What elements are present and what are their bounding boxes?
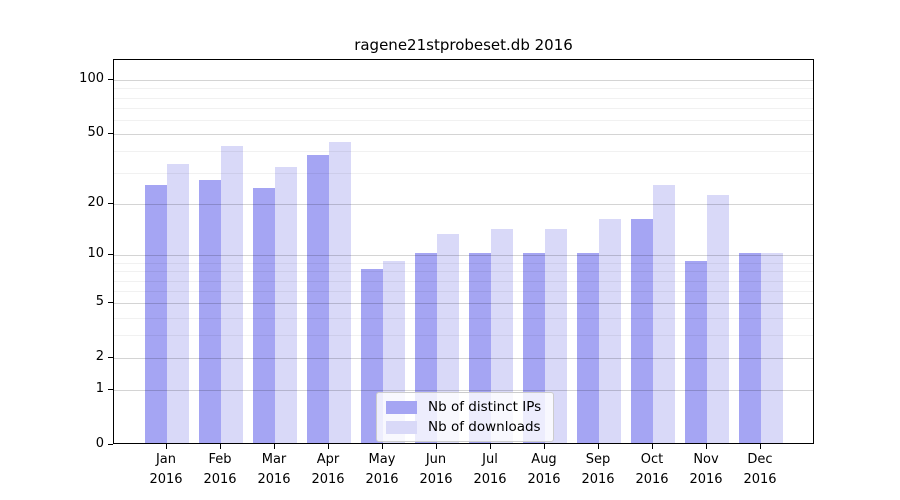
bar-downloads-jun	[437, 234, 459, 443]
bar-distinct-ips-mar	[253, 188, 275, 443]
x-tick-label-jul: Jul 2016	[473, 452, 507, 487]
bar-distinct-ips-nov	[685, 260, 707, 443]
gridline-9	[114, 262, 813, 264]
y-tick-50	[108, 133, 113, 134]
plot-area: Nb of distinct IPs Nb of downloads	[113, 59, 814, 444]
gridline-4	[114, 317, 813, 319]
gridline-90	[114, 88, 813, 90]
y-tick-0	[108, 444, 113, 445]
y-tick-1	[108, 389, 113, 391]
bar-distinct-ips-sep	[577, 253, 599, 443]
x-tick-apr	[328, 444, 329, 449]
x-tick-oct	[652, 444, 653, 449]
x-tick-jul	[490, 444, 491, 449]
bar-downloads-feb	[221, 145, 243, 443]
legend-label-downloads: Nb of downloads	[428, 419, 541, 435]
y-tick-label-2: 2	[95, 349, 104, 365]
legend-swatch-downloads	[386, 420, 417, 434]
chart-title: ragene21stprobeset.db 2016	[354, 36, 573, 54]
bar-distinct-ips-feb	[199, 179, 221, 443]
legend-label-distinct-ips: Nb of distinct IPs	[428, 399, 542, 415]
x-tick-label-apr: Apr 2016	[311, 452, 345, 487]
x-tick-label-aug: Aug 2016	[527, 452, 561, 487]
x-tick-aug	[544, 444, 545, 449]
y-tick-label-10: 10	[87, 246, 104, 262]
gridline-10	[114, 255, 813, 257]
gridline-60	[114, 119, 813, 121]
x-tick-label-mar: Mar 2016	[257, 452, 291, 487]
bar-downloads-jan	[167, 164, 189, 443]
gridline-40	[114, 151, 813, 153]
gridline-100	[114, 80, 813, 81]
x-tick-label-feb: Feb 2016	[203, 452, 237, 487]
bar-distinct-ips-apr	[307, 155, 329, 443]
y-tick-2	[108, 357, 113, 359]
gridline-30	[114, 173, 813, 175]
y-tick-5	[108, 302, 113, 304]
bar-downloads-nov	[707, 195, 729, 443]
gridline-6	[114, 291, 813, 293]
x-tick-mar	[274, 444, 275, 449]
bar-distinct-ips-jan	[145, 185, 167, 443]
gridline-50	[114, 134, 813, 135]
gridline-2	[114, 358, 813, 360]
x-tick-label-nov: Nov 2016	[689, 452, 723, 487]
x-tick-label-jan: Jan 2016	[149, 452, 183, 487]
y-tick-label-50: 50	[87, 125, 104, 140]
x-tick-label-may: May 2016	[365, 452, 399, 487]
x-tick-may	[382, 444, 383, 449]
y-tick-label-5: 5	[95, 294, 104, 310]
gridline-7	[114, 280, 813, 282]
bar-downloads-mar	[275, 166, 297, 443]
gridline-5	[114, 303, 813, 305]
gridline-8	[114, 271, 813, 273]
gridline-3	[114, 335, 813, 337]
y-tick-100	[108, 79, 113, 80]
x-tick-sep	[598, 444, 599, 449]
x-tick-label-sep: Sep 2016	[581, 452, 615, 487]
x-tick-dec	[760, 444, 761, 449]
bar-distinct-ips-oct	[631, 218, 653, 443]
x-tick-label-jun: Jun 2016	[419, 452, 453, 487]
legend: Nb of distinct IPs Nb of downloads	[376, 392, 555, 442]
bar-downloads-sep	[599, 218, 621, 443]
y-tick-label-0: 0	[95, 436, 104, 451]
gridline-20	[114, 204, 813, 206]
y-tick-label-100: 100	[79, 71, 104, 86]
bar-downloads-oct	[653, 185, 675, 443]
y-tick-20	[108, 203, 113, 205]
x-tick-jun	[436, 444, 437, 449]
y-tick-10	[108, 254, 113, 256]
x-tick-feb	[220, 444, 221, 449]
x-tick-jan	[166, 444, 167, 449]
legend-item-distinct-ips: Nb of distinct IPs	[386, 399, 541, 415]
x-tick-label-oct: Oct 2016	[635, 452, 669, 487]
bar-downloads-aug	[545, 228, 567, 443]
gridline-80	[114, 97, 813, 99]
legend-swatch-distinct-ips	[386, 400, 417, 414]
y-tick-label-1: 1	[95, 381, 104, 397]
gridline-1	[114, 390, 813, 392]
bar-distinct-ips-dec	[739, 253, 761, 443]
x-tick-nov	[706, 444, 707, 449]
gridline-70	[114, 107, 813, 109]
y-tick-label-20: 20	[87, 195, 104, 211]
bar-downloads-dec	[761, 253, 783, 443]
bar-downloads-apr	[329, 141, 351, 443]
bar-downloads-jul	[491, 228, 513, 443]
legend-item-downloads: Nb of downloads	[386, 419, 541, 435]
x-tick-label-dec: Dec 2016	[743, 452, 777, 487]
